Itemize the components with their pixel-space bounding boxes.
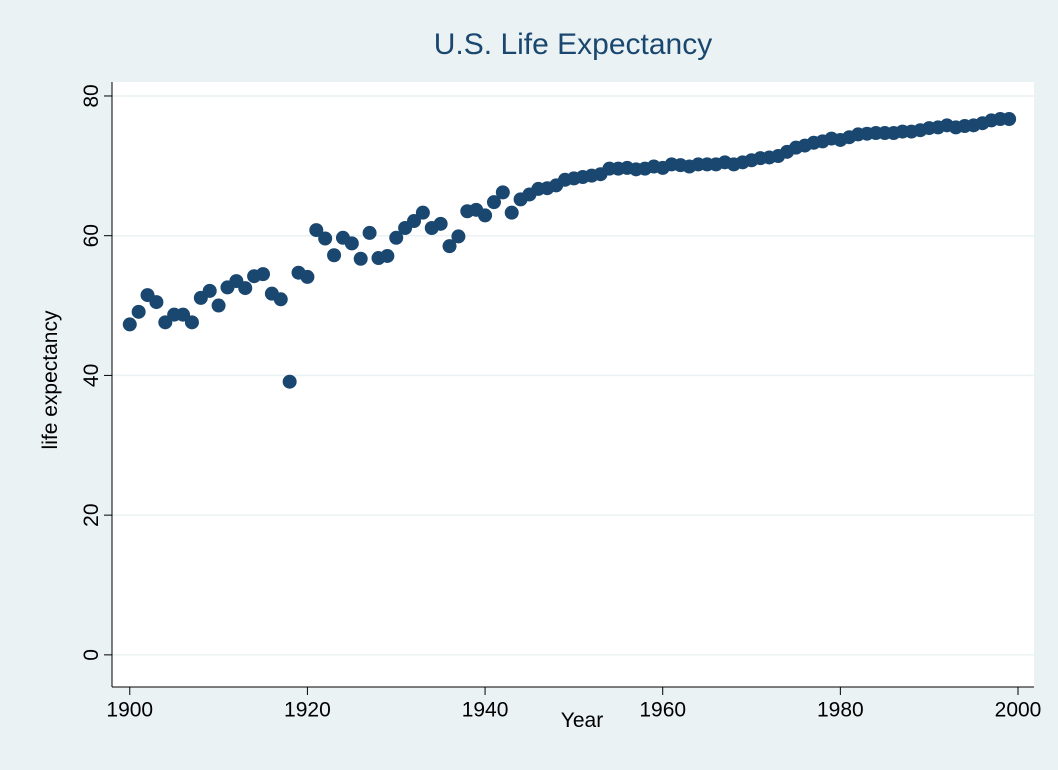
point — [433, 216, 448, 231]
point — [442, 239, 457, 254]
point — [353, 251, 368, 266]
y-axis-label: life expectancy — [39, 310, 62, 449]
y-tick-label: 60 — [80, 224, 103, 247]
point — [389, 230, 404, 245]
point — [184, 315, 199, 330]
point — [122, 317, 137, 332]
x-tick-label: 1940 — [462, 698, 509, 721]
point — [407, 214, 422, 229]
point — [486, 195, 501, 210]
y-tick-label: 80 — [80, 84, 103, 107]
x-tick-label: 1900 — [106, 698, 153, 721]
point — [309, 223, 324, 238]
point — [256, 267, 271, 282]
point — [202, 283, 217, 298]
x-tick-label: 1960 — [639, 698, 686, 721]
point — [149, 295, 164, 310]
point — [451, 229, 466, 244]
point — [273, 292, 288, 307]
chart-title: U.S. Life Expectancy — [434, 28, 712, 61]
x-tick-label: 1920 — [284, 698, 331, 721]
point — [238, 281, 253, 296]
point — [327, 248, 342, 263]
point — [131, 304, 146, 319]
point — [318, 231, 333, 246]
x-tick-label: 2000 — [995, 698, 1042, 721]
point — [478, 208, 493, 223]
y-tick-label: 0 — [80, 649, 103, 661]
point — [380, 248, 395, 263]
point — [504, 205, 519, 220]
point — [282, 374, 297, 389]
point — [211, 298, 226, 313]
point — [1002, 112, 1017, 127]
x-tick-label: 1980 — [817, 698, 864, 721]
y-tick-label: 40 — [80, 364, 103, 387]
point — [300, 269, 315, 284]
point — [495, 185, 510, 200]
point — [344, 236, 359, 251]
point — [415, 205, 430, 220]
point — [362, 225, 377, 240]
x-axis-label: Year — [561, 709, 603, 732]
y-tick-label: 20 — [80, 503, 103, 526]
